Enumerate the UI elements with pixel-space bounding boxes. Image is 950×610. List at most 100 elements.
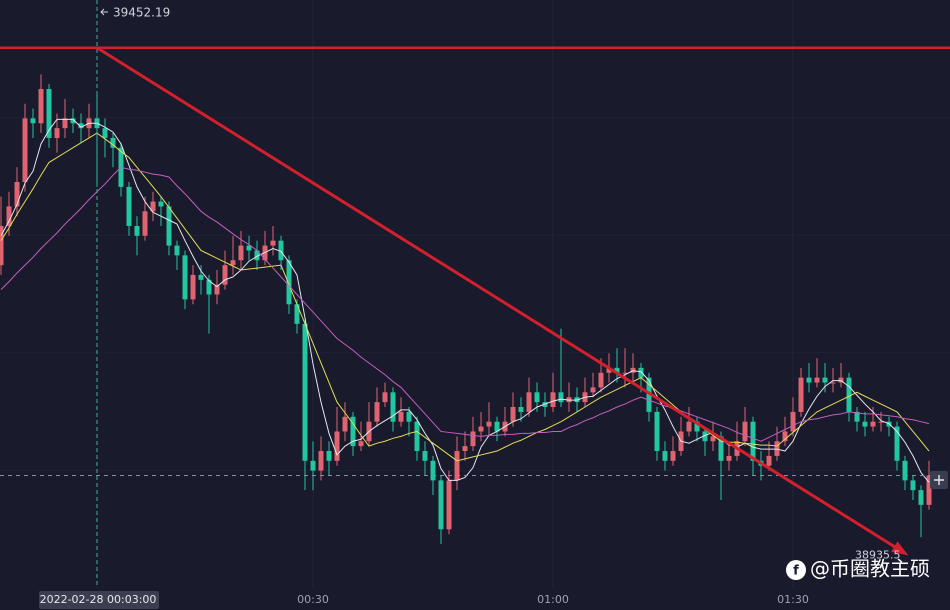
moving-average bbox=[0, 166, 930, 442]
candle-body bbox=[422, 451, 428, 461]
candle-body bbox=[550, 392, 556, 408]
candle-body bbox=[894, 426, 900, 461]
candle-body bbox=[910, 480, 916, 491]
candle-body bbox=[806, 377, 812, 383]
candle-body bbox=[182, 255, 188, 300]
candle-body bbox=[38, 89, 44, 124]
watermark-icon bbox=[786, 560, 806, 580]
candle-body bbox=[318, 451, 324, 471]
candle-body bbox=[54, 128, 60, 138]
candle-body bbox=[246, 245, 252, 251]
candle-body bbox=[150, 201, 156, 212]
candle-body bbox=[926, 475, 932, 505]
candle-body bbox=[518, 407, 524, 412]
candle-body bbox=[902, 460, 908, 481]
candle-body bbox=[190, 274, 196, 300]
x-tick-label: 01:30 bbox=[777, 593, 809, 606]
candle-body bbox=[22, 118, 28, 182]
candle-body bbox=[390, 392, 396, 422]
candle-body bbox=[622, 372, 628, 374]
candle-body bbox=[750, 421, 756, 461]
candle-body bbox=[382, 392, 388, 403]
candle-body bbox=[166, 206, 172, 246]
watermark-text: @币圈教主硕 bbox=[810, 557, 930, 581]
candle-body bbox=[454, 451, 460, 481]
candle-body bbox=[654, 411, 660, 452]
candle-body bbox=[0, 226, 4, 266]
candle-body bbox=[486, 421, 492, 427]
candle-body bbox=[510, 407, 516, 422]
candle-body bbox=[238, 245, 244, 261]
candle-body bbox=[230, 260, 236, 266]
candle-body bbox=[670, 451, 676, 461]
moving-average bbox=[0, 118, 930, 483]
trend-end-label: 38935.5 bbox=[855, 548, 901, 561]
candle-body bbox=[30, 118, 36, 124]
candle-body bbox=[662, 451, 668, 461]
candle-body bbox=[798, 377, 804, 412]
candle-body bbox=[110, 137, 116, 148]
candle-body bbox=[598, 372, 604, 388]
candle-body bbox=[846, 377, 852, 412]
candle-body bbox=[790, 411, 796, 432]
candle-body bbox=[718, 436, 724, 461]
arrow-icon bbox=[100, 8, 108, 16]
candle-body bbox=[326, 451, 332, 461]
candle-body bbox=[62, 118, 68, 129]
candle-body bbox=[302, 323, 308, 461]
candle-body bbox=[446, 480, 452, 530]
candle-body bbox=[398, 411, 404, 422]
candle-body bbox=[310, 460, 316, 471]
candle-body bbox=[78, 123, 84, 129]
candle-body bbox=[854, 411, 860, 422]
candle-body bbox=[270, 240, 276, 246]
candle-body bbox=[702, 431, 708, 442]
candle-body bbox=[470, 431, 476, 447]
x-tick-label: 01:00 bbox=[537, 593, 569, 606]
candle-body bbox=[526, 392, 532, 412]
watermark-icon-letter: f bbox=[793, 564, 799, 579]
candle-body bbox=[222, 265, 228, 285]
candle-body bbox=[590, 387, 596, 393]
candle-body bbox=[374, 402, 380, 422]
candle-body bbox=[134, 226, 140, 236]
candle-body bbox=[814, 377, 820, 383]
candle-body bbox=[862, 421, 868, 427]
candle-body bbox=[726, 455, 732, 461]
candle-body bbox=[606, 367, 612, 373]
candle-body bbox=[198, 274, 204, 280]
candle-body bbox=[126, 186, 132, 227]
candle-body bbox=[694, 421, 700, 432]
candle-body bbox=[782, 431, 788, 442]
candle-body bbox=[918, 490, 924, 505]
candle-body bbox=[294, 304, 300, 324]
candle-body bbox=[686, 421, 692, 432]
crosshair-label-box bbox=[39, 591, 159, 609]
candle-body bbox=[406, 411, 412, 422]
candle-body bbox=[478, 426, 484, 432]
candle-body bbox=[870, 421, 876, 427]
trend-arrowhead bbox=[891, 541, 909, 556]
candle-body bbox=[214, 284, 220, 295]
candle-body bbox=[766, 455, 772, 466]
candle-body bbox=[342, 416, 348, 432]
candle-body bbox=[206, 279, 212, 295]
candle-body bbox=[742, 421, 748, 442]
candle-body bbox=[350, 416, 356, 447]
trend-line bbox=[96, 46, 906, 555]
candle-body bbox=[614, 367, 620, 373]
candle-body bbox=[334, 431, 340, 461]
watermark: f @币圈教主硕 bbox=[786, 557, 930, 581]
candle-body bbox=[46, 89, 52, 138]
plus-icon bbox=[934, 475, 944, 485]
candle-body bbox=[358, 441, 364, 447]
candle-body bbox=[438, 480, 444, 530]
candle-body bbox=[710, 436, 716, 442]
candle-body bbox=[430, 460, 436, 481]
candle-body bbox=[70, 118, 76, 124]
hline-price-label: 39452.19 bbox=[113, 6, 170, 20]
x-tick-label: 00:30 bbox=[297, 593, 329, 606]
crosshair-time-label: 2022-02-28 00:03:00 bbox=[40, 593, 157, 606]
